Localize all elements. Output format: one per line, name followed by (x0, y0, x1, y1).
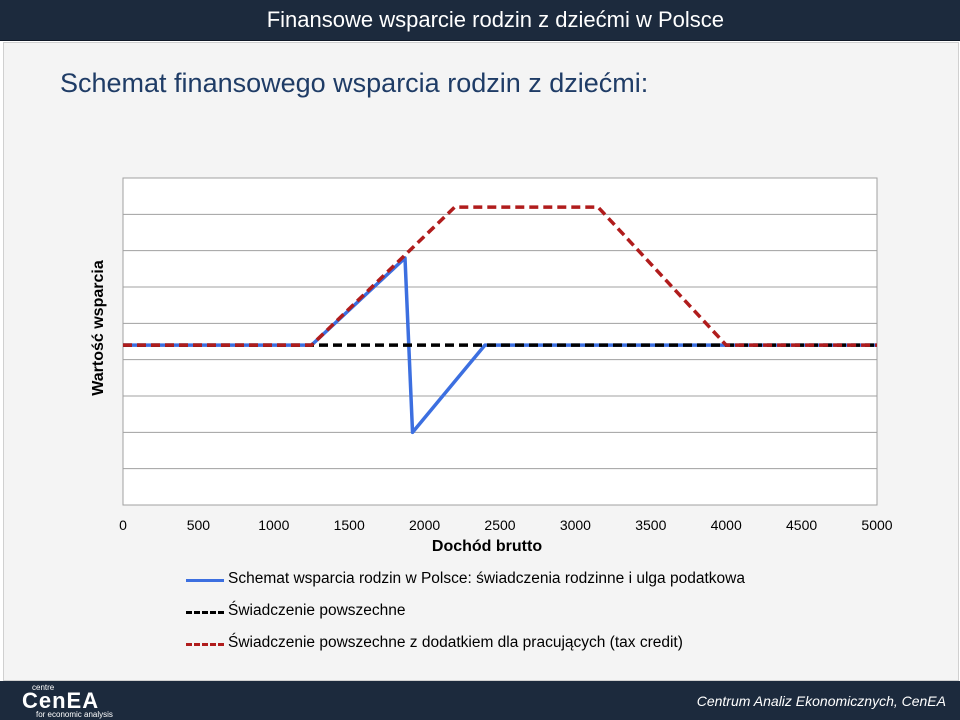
legend-swatch-blue (186, 579, 224, 582)
x-tick-label: 4500 (786, 517, 817, 533)
legend-label-black: Świadczenie powszechne (228, 602, 406, 619)
header-bar: Finansowe wsparcie rodzin z dziećmi w Po… (0, 0, 960, 41)
x-tick-labels: 0 500 1000 1500 2000 2500 3000 3500 4000 4500 5000 (119, 517, 893, 533)
legend-label-blue: Schemat wsparcia rodzin w Polsce: świadc… (228, 570, 745, 587)
x-tick-label: 2000 (409, 517, 440, 533)
plot-area (122, 177, 878, 506)
x-tick-label: 4000 (711, 517, 742, 533)
logo-sub-text: for economic analysis (36, 710, 113, 719)
x-tick-label: 1000 (258, 517, 289, 533)
footer-bar: centre CenEA for economic analysis Centr… (0, 681, 960, 720)
series-line-red (123, 205, 877, 347)
series-lines (123, 205, 877, 435)
x-tick-label: 5000 (861, 517, 892, 533)
x-tick-label: 2500 (484, 517, 515, 533)
x-tick-label: 3500 (635, 517, 666, 533)
x-axis-label: Dochód brutto (432, 538, 542, 555)
legend-label-red: Świadczenie powszechne z dodatkiem dla p… (228, 634, 683, 651)
logo-top-text: centre (32, 683, 55, 692)
cenea-logo: centre CenEA for economic analysis (22, 683, 122, 719)
slide-title: Schemat finansowego wsparcia rodzin z dz… (60, 68, 649, 98)
x-tick-label: 3000 (560, 517, 591, 533)
x-tick-label: 1500 (334, 517, 365, 533)
x-tick-label: 500 (187, 517, 211, 533)
header-title: Finansowe wsparcie rodzin z dziećmi w Po… (266, 7, 724, 32)
x-tick-label: 0 (119, 517, 127, 533)
grid-lines (123, 213, 877, 470)
footer-org: Centrum Analiz Ekonomicznych, CenEA (696, 693, 946, 709)
y-axis-label: Wartość wsparcia (90, 260, 107, 396)
logo-main-text: CenEA (22, 688, 100, 713)
legend-swatch-red (186, 643, 224, 646)
legend-swatch-black (186, 611, 224, 614)
